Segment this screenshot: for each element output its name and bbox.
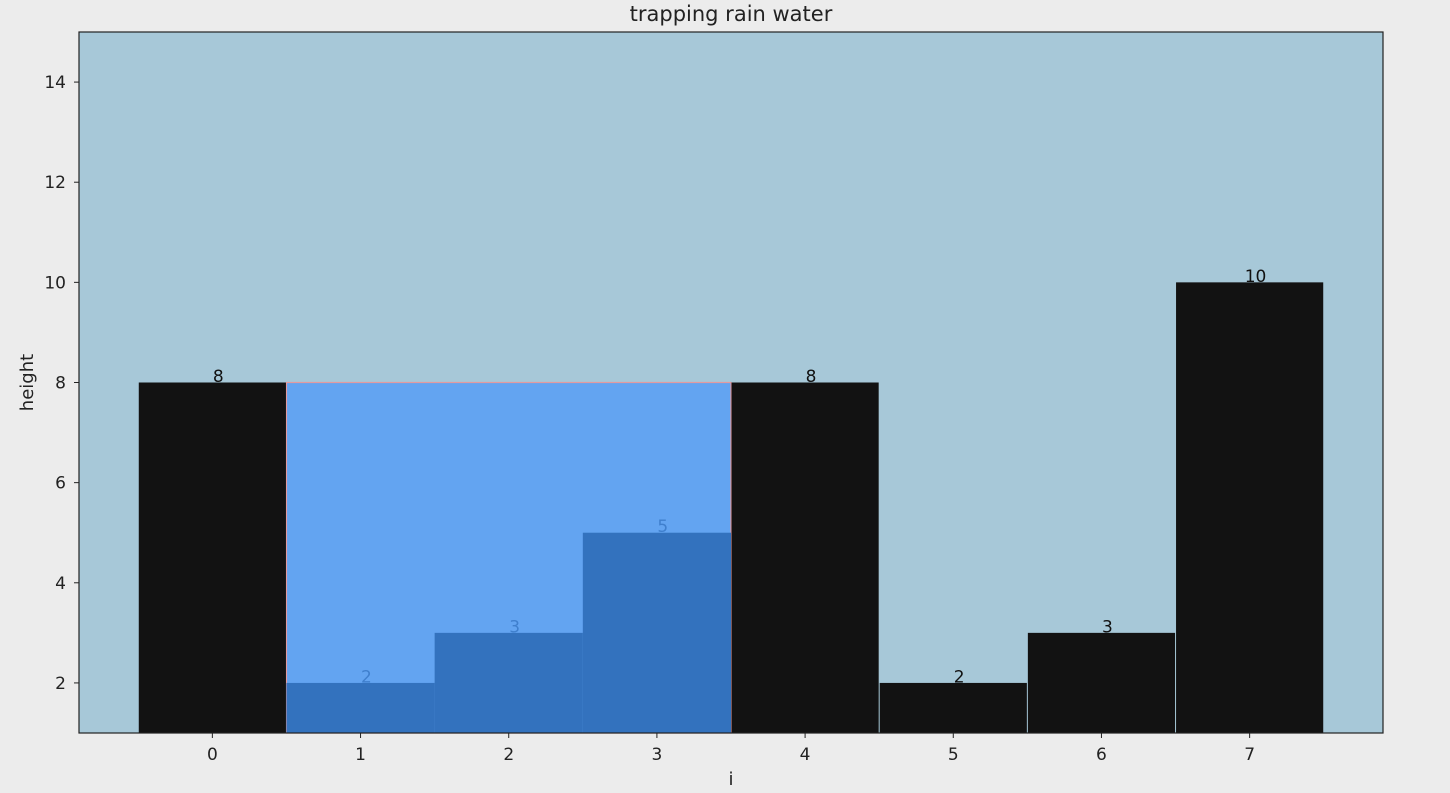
y-tick-label-6: 6: [55, 474, 66, 494]
bar-2: [434, 632, 583, 733]
x-tick-label-0: 0: [207, 745, 218, 765]
bar-6: [1027, 632, 1176, 733]
y-axis: 2 4 6 8 10 12 14: [44, 73, 79, 694]
bar-value-label-0: 8: [213, 367, 224, 387]
x-tick-label-6: 6: [1096, 745, 1107, 765]
y-tick-label-8: 8: [55, 374, 66, 394]
chart-title: trapping rain water: [630, 2, 833, 26]
bar-value-label-4: 8: [806, 367, 817, 387]
x-tick-label-1: 1: [355, 745, 366, 765]
bar-value-label-7: 10: [1245, 267, 1267, 287]
x-tick-label-3: 3: [651, 745, 662, 765]
y-tick-label-10: 10: [44, 273, 66, 293]
bar-value-label-2: 3: [509, 617, 520, 637]
x-tick-label-5: 5: [948, 745, 959, 765]
bar-0: [138, 382, 286, 733]
y-tick-label-12: 12: [44, 173, 66, 193]
x-tick-label-4: 4: [800, 745, 811, 765]
x-axis-label: i: [728, 769, 733, 790]
y-tick-label-2: 2: [55, 674, 66, 694]
bar-4: [731, 382, 879, 733]
y-tick-label-4: 4: [55, 574, 66, 594]
bar-value-label-5: 2: [954, 667, 965, 687]
y-axis-label: height: [17, 354, 38, 411]
bar-7: [1176, 282, 1324, 733]
x-axis: 0 1 2 3 4 5 6 7: [207, 733, 1255, 765]
x-tick-label-2: 2: [503, 745, 514, 765]
bar-labels: 8 2 3 5 8 2 3 10: [213, 267, 1267, 688]
bar-value-label-1: 2: [361, 667, 372, 687]
y-tick-label-14: 14: [44, 73, 66, 93]
bar-3: [582, 532, 731, 733]
bar-1: [286, 682, 435, 733]
bar-value-label-3: 5: [657, 517, 668, 537]
bar-value-label-6: 3: [1102, 617, 1113, 637]
x-tick-label-7: 7: [1244, 745, 1255, 765]
bar-5: [879, 682, 1027, 733]
bars: [138, 282, 1324, 733]
